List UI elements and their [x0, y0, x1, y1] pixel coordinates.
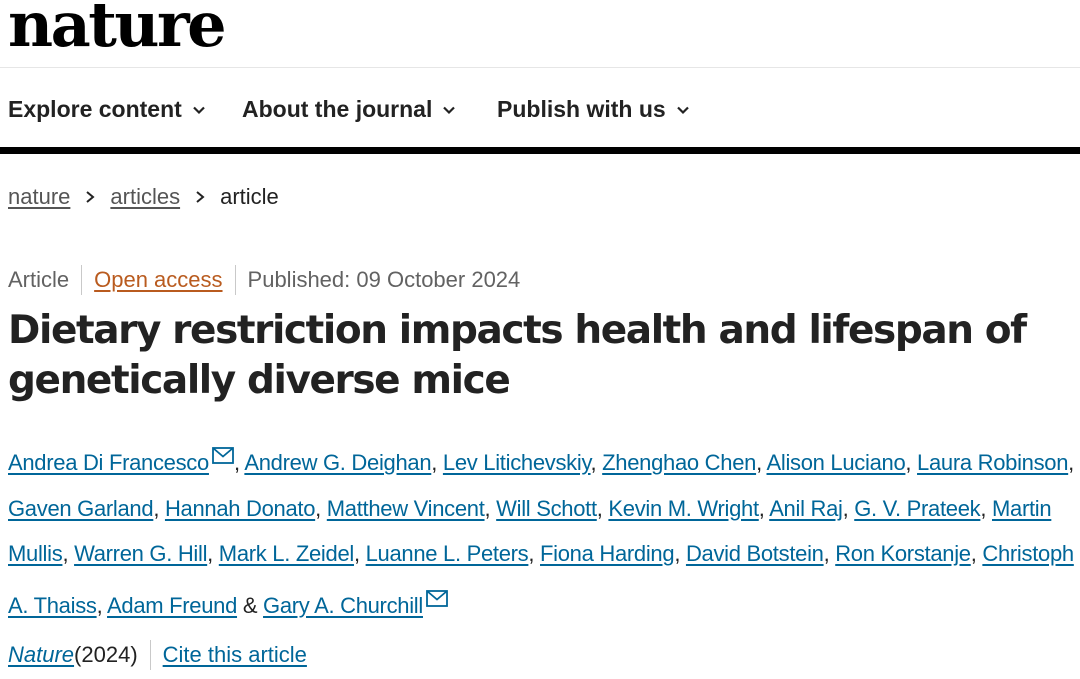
article-type: Article — [8, 267, 70, 292]
breadcrumb: nature articles article — [8, 184, 279, 210]
author-link[interactable]: Gary A. Churchill — [263, 592, 423, 618]
author-separator: , — [758, 495, 770, 521]
author-separator: , — [1068, 450, 1074, 475]
nav-publish-label: Publish with us — [497, 96, 666, 122]
breadcrumb-home-link[interactable]: nature — [8, 184, 71, 209]
author-separator: , — [62, 541, 75, 566]
author-separator: , — [207, 541, 219, 566]
breadcrumb-current: article — [220, 184, 279, 209]
author-separator: , — [674, 541, 686, 566]
nav-explore-content[interactable]: Explore content — [8, 96, 206, 123]
author-separator: , — [970, 541, 983, 566]
author-separator: , — [96, 592, 108, 618]
author-separator: , — [431, 450, 443, 475]
author-link[interactable]: Matthew Vincent — [326, 495, 485, 521]
author-link[interactable]: Lev Litichevskiy — [442, 450, 591, 475]
mail-icon[interactable] — [212, 434, 234, 464]
article-title: Dietary restriction impacts health and l… — [8, 308, 1027, 403]
author-link[interactable]: G. V. Prateek — [854, 495, 981, 521]
citation-line: Nature (2024) Cite this article — [8, 640, 307, 670]
nav-about-label: About the journal — [242, 96, 433, 122]
chevron-right-icon — [86, 191, 95, 203]
author-separator: , — [528, 541, 541, 566]
nature-logo[interactable]: nature — [8, 0, 227, 61]
mail-icon[interactable] — [426, 577, 448, 607]
author-separator: , — [315, 495, 327, 521]
author-link[interactable]: Mark L. Zeidel — [218, 541, 354, 566]
citation-divider — [149, 640, 151, 670]
author-link[interactable]: Adam Freund — [107, 592, 238, 618]
meta-divider — [81, 265, 83, 295]
author-link[interactable]: Christoph A. Thaiss — [8, 541, 1074, 618]
author-link[interactable]: Martin Mullis — [8, 495, 1052, 567]
author-separator: , — [353, 541, 366, 566]
published-date: Published: 09 October 2024 — [247, 267, 521, 292]
chevron-down-icon — [443, 106, 456, 114]
author-link[interactable]: Luanne L. Peters — [365, 541, 529, 566]
author-separator: , — [980, 495, 992, 521]
author-link[interactable]: Zhenghao Chen — [602, 450, 757, 475]
nav-explore-label: Explore content — [8, 96, 182, 122]
author-separator: , — [233, 450, 245, 475]
author-separator: , — [596, 495, 609, 521]
chevron-down-icon — [676, 106, 689, 114]
author-separator: & — [237, 592, 264, 618]
author-link[interactable]: Alison Luciano — [766, 450, 906, 475]
cite-article-link[interactable]: Cite this article — [162, 642, 307, 667]
author-separator: , — [153, 495, 165, 521]
author-separator: , — [842, 495, 855, 521]
author-separator: , — [756, 450, 767, 475]
open-access-link[interactable]: Open access — [94, 267, 223, 292]
author-link[interactable]: David Botstein — [685, 541, 824, 566]
author-link[interactable]: Hannah Donato — [164, 495, 316, 521]
author-link[interactable]: Will Schott — [496, 495, 597, 521]
author-separator: , — [484, 495, 497, 521]
journal-name-link[interactable]: Nature — [8, 642, 75, 667]
author-link[interactable]: Andrew G. Deighan — [244, 450, 432, 475]
nav-divider — [0, 147, 1080, 154]
author-separator: , — [823, 541, 836, 566]
citation-year: (2024) — [74, 642, 138, 667]
meta-divider — [234, 265, 236, 295]
author-link[interactable]: Laura Robinson — [917, 450, 1069, 475]
author-separator: , — [905, 450, 918, 475]
author-list: Andrea Di Francesco, Andrew G. Deighan, … — [8, 434, 1074, 628]
author-link[interactable]: Fiona Harding — [540, 541, 675, 566]
author-link[interactable]: Gaven Garland — [8, 495, 154, 521]
author-link[interactable]: Warren G. Hill — [74, 541, 208, 566]
chevron-right-icon — [196, 191, 205, 203]
chevron-down-icon — [193, 106, 205, 114]
article-meta: Article Open access Published: 09 Octobe… — [8, 265, 520, 295]
author-link[interactable]: Andrea Di Francesco — [8, 450, 209, 475]
author-link[interactable]: Ron Korstanje — [835, 541, 971, 566]
author-link[interactable]: Anil Raj — [769, 495, 843, 521]
main-nav: Explore content About the journal Publis… — [0, 68, 1080, 148]
breadcrumb-articles-link[interactable]: articles — [110, 184, 181, 209]
site-header: nature — [0, 0, 1080, 68]
nav-about-journal[interactable]: About the journal — [242, 96, 456, 123]
author-separator: , — [590, 450, 603, 475]
author-link[interactable]: Kevin M. Wright — [608, 495, 759, 521]
nav-publish-with-us[interactable]: Publish with us — [497, 96, 690, 123]
